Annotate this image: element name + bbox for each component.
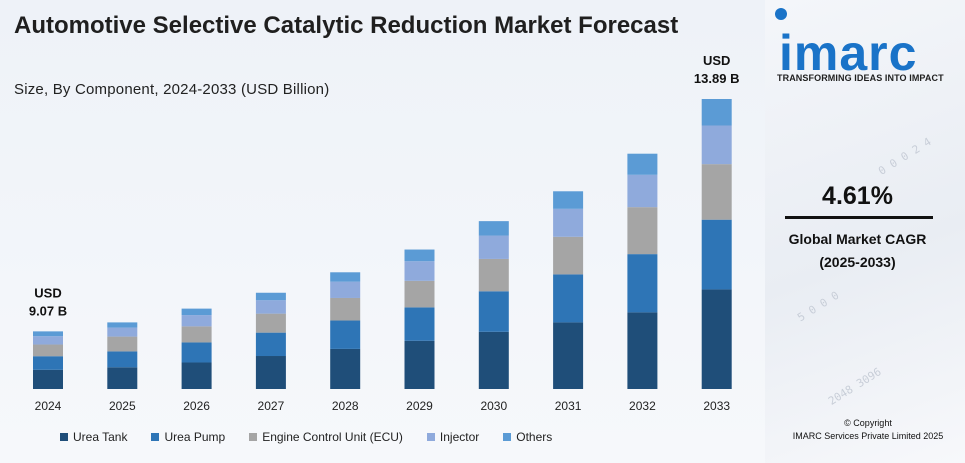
bar-segment-2025-3	[107, 327, 138, 337]
legend-item: Urea Pump	[151, 430, 225, 444]
bar-segment-2025-0	[107, 367, 138, 389]
legend-item: Others	[503, 430, 552, 444]
bar-segment-2033-3	[701, 125, 732, 165]
bar-segment-2029-1	[404, 307, 435, 341]
total-annotation-2024-line2: 9.07 B	[29, 303, 67, 318]
legend-label: Others	[516, 430, 553, 444]
legend-swatch	[426, 433, 435, 441]
bar-segment-2028-4	[330, 272, 361, 282]
bar-segment-2033-4	[701, 99, 732, 126]
legend-item: Engine Control Unit (ECU)	[249, 430, 403, 444]
bar-segment-2026-1	[181, 342, 212, 363]
copyright-notice: © Copyright IMARC Services Private Limit…	[775, 417, 961, 443]
bar-segment-2029-2	[404, 280, 435, 308]
bar-segment-2031-0	[553, 322, 584, 389]
cagr-value: 4.61%	[822, 182, 893, 210]
bar-segment-2033-2	[701, 164, 732, 220]
bar-segment-2029-4	[404, 249, 435, 262]
chart-subtitle: Size, By Component, 2024-2033 (USD Billi…	[14, 81, 330, 98]
cagr-period: (2025-2033)	[819, 254, 896, 270]
cagr-label: Global Market CAGR	[788, 231, 927, 247]
bar-segment-2027-2	[255, 313, 286, 333]
x-tick-label: 2029	[406, 399, 433, 413]
x-tick-label: 2032	[629, 399, 656, 413]
logo-text: IMARC	[779, 25, 918, 81]
bar-segment-2032-3	[627, 174, 658, 208]
bar-segment-2027-4	[255, 292, 286, 301]
bar-segment-2032-4	[627, 153, 658, 175]
copyright-line-1: © Copyright	[844, 418, 892, 428]
legend-swatch	[503, 433, 512, 441]
bar-segment-2027-1	[255, 332, 286, 357]
bar-segment-2029-3	[404, 261, 435, 281]
bar-segment-2024-4	[33, 331, 63, 337]
bar-segment-2026-2	[181, 326, 212, 343]
bar-segment-2024-3	[33, 336, 63, 345]
bar-segment-2024-1	[33, 356, 63, 370]
bar-segment-2031-1	[553, 274, 584, 323]
x-tick-label: 2026	[183, 399, 210, 413]
bar-segment-2028-3	[330, 281, 361, 298]
legend-swatch	[151, 433, 160, 441]
bar-segment-2028-1	[330, 320, 361, 349]
bar-segment-2030-2	[478, 258, 509, 292]
total-annotation-2033-line2: 13.89 B	[694, 71, 740, 86]
legend-item: Urea Tank	[60, 430, 127, 444]
bar-segment-2031-2	[553, 236, 584, 275]
legend-label: Injector	[439, 430, 480, 444]
brand-tagline: TRANSFORMING IDEAS INTO IMPACT	[777, 73, 944, 83]
legend-label: Urea Pump	[164, 430, 226, 444]
legend-label: Engine Control Unit (ECU)	[262, 430, 403, 444]
bar-segment-2025-2	[107, 336, 138, 352]
legend-swatch	[60, 433, 68, 441]
bar-segment-2031-3	[553, 208, 584, 237]
side-panel: 0 0 0 2 4 2048 3096 5 0 0 0	[765, 0, 965, 463]
bar-segment-2024-0	[33, 369, 63, 389]
x-tick-label: 2027	[258, 399, 285, 413]
x-tick-label: 2024	[35, 399, 62, 413]
chart-legend: Urea Tank Urea Pump Engine Control Unit (E…	[60, 430, 576, 444]
bar-segment-2027-0	[255, 356, 286, 389]
chart-title: Automotive Selective Catalytic Reduction…	[14, 12, 679, 39]
bar-segment-2032-2	[627, 207, 658, 255]
x-tick-label: 2028	[332, 399, 359, 413]
bar-segment-2032-0	[627, 312, 658, 389]
x-tick-label: 2025	[109, 399, 136, 413]
bar-segment-2032-1	[627, 254, 658, 313]
bar-segment-2031-4	[553, 191, 584, 209]
x-tick-label: 2031	[555, 399, 582, 413]
bar-segment-2030-1	[478, 291, 509, 332]
bar-segment-2030-3	[478, 235, 509, 259]
bar-segment-2026-0	[181, 362, 212, 389]
bar-segment-2025-1	[107, 351, 138, 368]
cagr-divider	[785, 216, 933, 219]
bar-segment-2033-0	[701, 289, 732, 389]
bar-segment-2033-1	[701, 219, 732, 290]
legend-label: Urea Tank	[73, 430, 128, 444]
legend-swatch	[249, 433, 258, 441]
x-tick-label: 2030	[480, 399, 507, 413]
stacked-bar-chart: 2024 2025 2026 2027 2028 2029 2030 2031 2032 2033…	[29, 53, 740, 413]
bar-segment-2030-0	[478, 331, 509, 389]
bar-segment-2026-3	[181, 315, 212, 327]
logo-dot-icon	[775, 8, 787, 20]
x-tick-label: 2033	[703, 399, 730, 413]
bar-segment-2029-0	[404, 340, 435, 389]
copyright-line-2: IMARC Services Private Limited 2025	[792, 431, 944, 441]
total-annotation-2033-line1: USD	[703, 53, 730, 68]
bar-segment-2028-2	[330, 297, 361, 321]
total-annotation-2024-line1: USD	[34, 285, 61, 300]
bar-segment-2024-2	[33, 344, 63, 357]
bar-segment-2025-4	[107, 322, 138, 328]
bar-segment-2026-4	[181, 308, 212, 316]
imarc-logo: IMARC	[779, 28, 959, 78]
bar-segment-2028-0	[330, 348, 361, 389]
legend-item: Injector	[426, 430, 480, 444]
bar-segment-2030-4	[478, 221, 509, 236]
bar-segment-2027-3	[255, 300, 286, 314]
